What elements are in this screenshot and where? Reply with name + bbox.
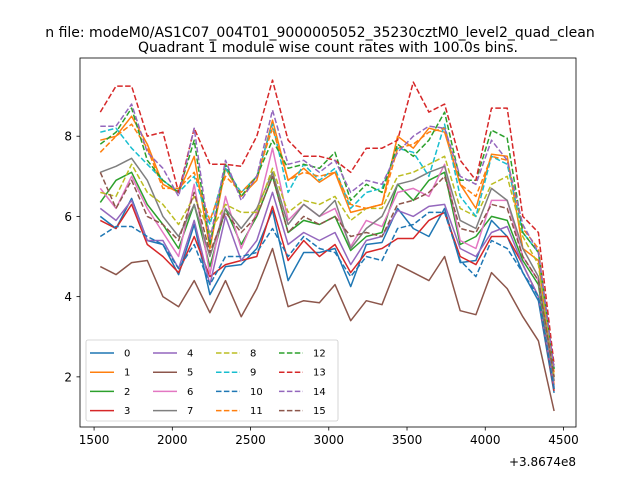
series-line-10 bbox=[99, 211, 555, 390]
legend-label: 3 bbox=[124, 406, 130, 417]
series-line-4 bbox=[99, 191, 555, 388]
x-tick-label: 3500 bbox=[392, 433, 423, 447]
x-axis: 1500 2000 2500 3000 3500 4000 4500 bbox=[79, 427, 579, 447]
legend-label: 8 bbox=[250, 349, 256, 360]
y-tick-label: 6 bbox=[64, 210, 72, 224]
x-offset-label: +3.8674e8 bbox=[509, 455, 576, 469]
x-tick-label: 2500 bbox=[235, 433, 266, 447]
x-tick-label: 4000 bbox=[470, 433, 501, 447]
legend-label: 2 bbox=[124, 387, 130, 398]
legend-label: 6 bbox=[187, 387, 193, 398]
chart-suptitle: n file: modeM0/AS1C07_004T01_9000005052_… bbox=[45, 25, 594, 41]
series-line-6 bbox=[99, 147, 555, 382]
legend-label: 5 bbox=[187, 368, 193, 379]
series-line-2 bbox=[99, 171, 555, 390]
series-line-14 bbox=[100, 103, 555, 369]
y-tick-label: 2 bbox=[64, 370, 72, 384]
legend-label: 12 bbox=[313, 349, 326, 360]
series-line-7 bbox=[100, 157, 555, 382]
legend-label: 15 bbox=[313, 406, 326, 417]
series-line-8 bbox=[100, 155, 555, 378]
series-line-15 bbox=[99, 172, 555, 378]
x-tick-label: 2000 bbox=[157, 433, 188, 447]
series-line-13 bbox=[99, 79, 555, 365]
legend-label: 14 bbox=[313, 387, 326, 398]
y-tick-label: 8 bbox=[64, 130, 72, 144]
series-line-11 bbox=[99, 123, 555, 373]
y-tick-label: 4 bbox=[64, 290, 72, 304]
series-line-12 bbox=[99, 107, 555, 369]
legend-label: 0 bbox=[124, 349, 130, 360]
legend-label: 13 bbox=[313, 368, 326, 379]
legend-label: 9 bbox=[250, 368, 256, 379]
legend-label: 7 bbox=[187, 406, 193, 417]
series-layer bbox=[99, 79, 555, 412]
legend-frame bbox=[85, 339, 339, 422]
y-axis: 2 4 6 8 bbox=[64, 130, 80, 384]
x-tick-label: 4500 bbox=[548, 433, 579, 447]
x-tick-label: 3000 bbox=[314, 433, 345, 447]
chart-title: Quadrant 1 module wise count rates with … bbox=[138, 40, 518, 56]
x-tick-label: 1500 bbox=[79, 433, 110, 447]
legend-label: 1 bbox=[124, 368, 130, 379]
plot-frame bbox=[79, 57, 577, 428]
series-line-5 bbox=[99, 247, 555, 412]
legend-label: 11 bbox=[250, 406, 263, 417]
legend-label: 10 bbox=[250, 387, 263, 398]
legend-label: 4 bbox=[187, 349, 193, 360]
